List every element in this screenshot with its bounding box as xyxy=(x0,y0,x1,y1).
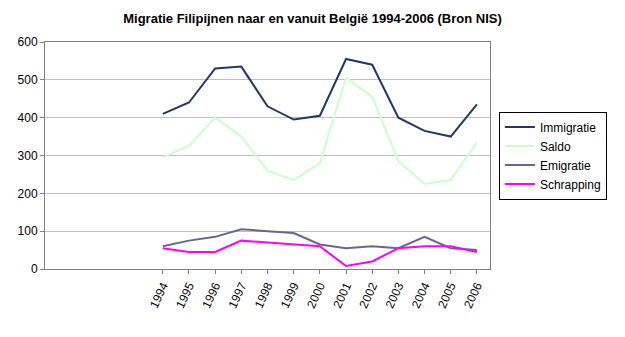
svg-text:2006: 2006 xyxy=(461,280,485,310)
svg-text:1998: 1998 xyxy=(252,280,276,310)
svg-text:1995: 1995 xyxy=(173,280,197,310)
svg-text:1999: 1999 xyxy=(278,280,302,310)
svg-text:400: 400 xyxy=(18,111,38,125)
svg-text:200: 200 xyxy=(18,187,38,201)
svg-text:600: 600 xyxy=(18,35,38,49)
svg-text:1996: 1996 xyxy=(199,280,223,310)
svg-text:Migratie Filipijnen naar en va: Migratie Filipijnen naar en vanuit Belgi… xyxy=(123,11,502,26)
svg-text:Emigratie: Emigratie xyxy=(540,159,591,173)
svg-text:500: 500 xyxy=(18,73,38,87)
svg-text:300: 300 xyxy=(18,149,38,163)
svg-text:Saldo: Saldo xyxy=(540,140,571,154)
svg-text:2005: 2005 xyxy=(435,280,459,310)
svg-text:2000: 2000 xyxy=(304,280,328,310)
svg-text:2002: 2002 xyxy=(356,280,380,310)
svg-text:100: 100 xyxy=(18,224,38,238)
svg-text:1994: 1994 xyxy=(147,280,171,310)
svg-text:Immigratie: Immigratie xyxy=(540,121,596,135)
svg-text:2004: 2004 xyxy=(409,280,433,310)
svg-text:0: 0 xyxy=(31,262,38,276)
svg-text:2003: 2003 xyxy=(383,280,407,310)
svg-text:Schrapping: Schrapping xyxy=(540,178,601,192)
svg-text:1997: 1997 xyxy=(226,280,250,310)
svg-text:2001: 2001 xyxy=(330,280,354,310)
